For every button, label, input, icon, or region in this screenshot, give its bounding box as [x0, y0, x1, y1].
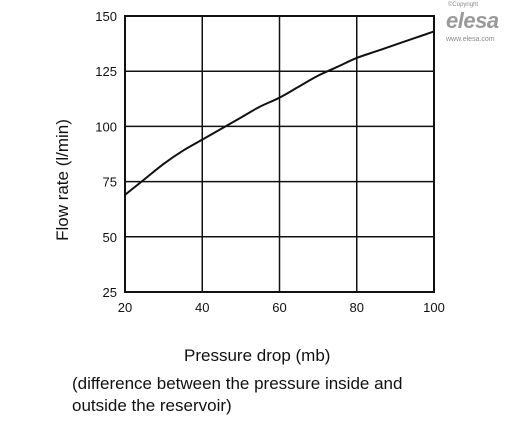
x-tick-label: 80: [350, 300, 364, 315]
caption-line-2: outside the reservoir): [72, 396, 232, 415]
y-tick-label: 150: [95, 9, 117, 24]
y-tick-label: 100: [95, 119, 117, 134]
flow-rate-chart: 20 40 60 80 100 25 50 75 100 125 150 Flow rate (l…: [53, 9, 445, 315]
grid-lines: [124, 15, 435, 293]
x-tick-label: 60: [272, 300, 286, 315]
y-tick-label: 125: [95, 64, 117, 79]
elesa-logo: ©Copyright elesa www.elesa.com: [440, 2, 508, 50]
logo-wordmark: elesa: [446, 8, 499, 33]
x-tick-label: 100: [423, 300, 445, 315]
series-line: [124, 30, 435, 196]
y-tick-labels: 25 50 75 100 125 150: [95, 9, 117, 300]
y-tick-label: 50: [103, 230, 117, 245]
caption-line-1: (difference between the pressure inside …: [72, 374, 403, 393]
y-tick-label: 25: [103, 285, 117, 300]
y-tick-label: 75: [103, 175, 117, 190]
x-tick-label: 40: [195, 300, 209, 315]
x-axis-label: Pressure drop (mb): [184, 346, 331, 365]
y-axis-label: Flow rate (l/min): [53, 119, 72, 241]
plot-frame: [124, 15, 435, 293]
logo-copyright: ©Copyright: [448, 2, 479, 8]
logo-url: www.elesa.com: [446, 36, 495, 43]
x-tick-labels: 20 40 60 80 100: [118, 300, 445, 315]
x-tick-label: 20: [118, 300, 132, 315]
